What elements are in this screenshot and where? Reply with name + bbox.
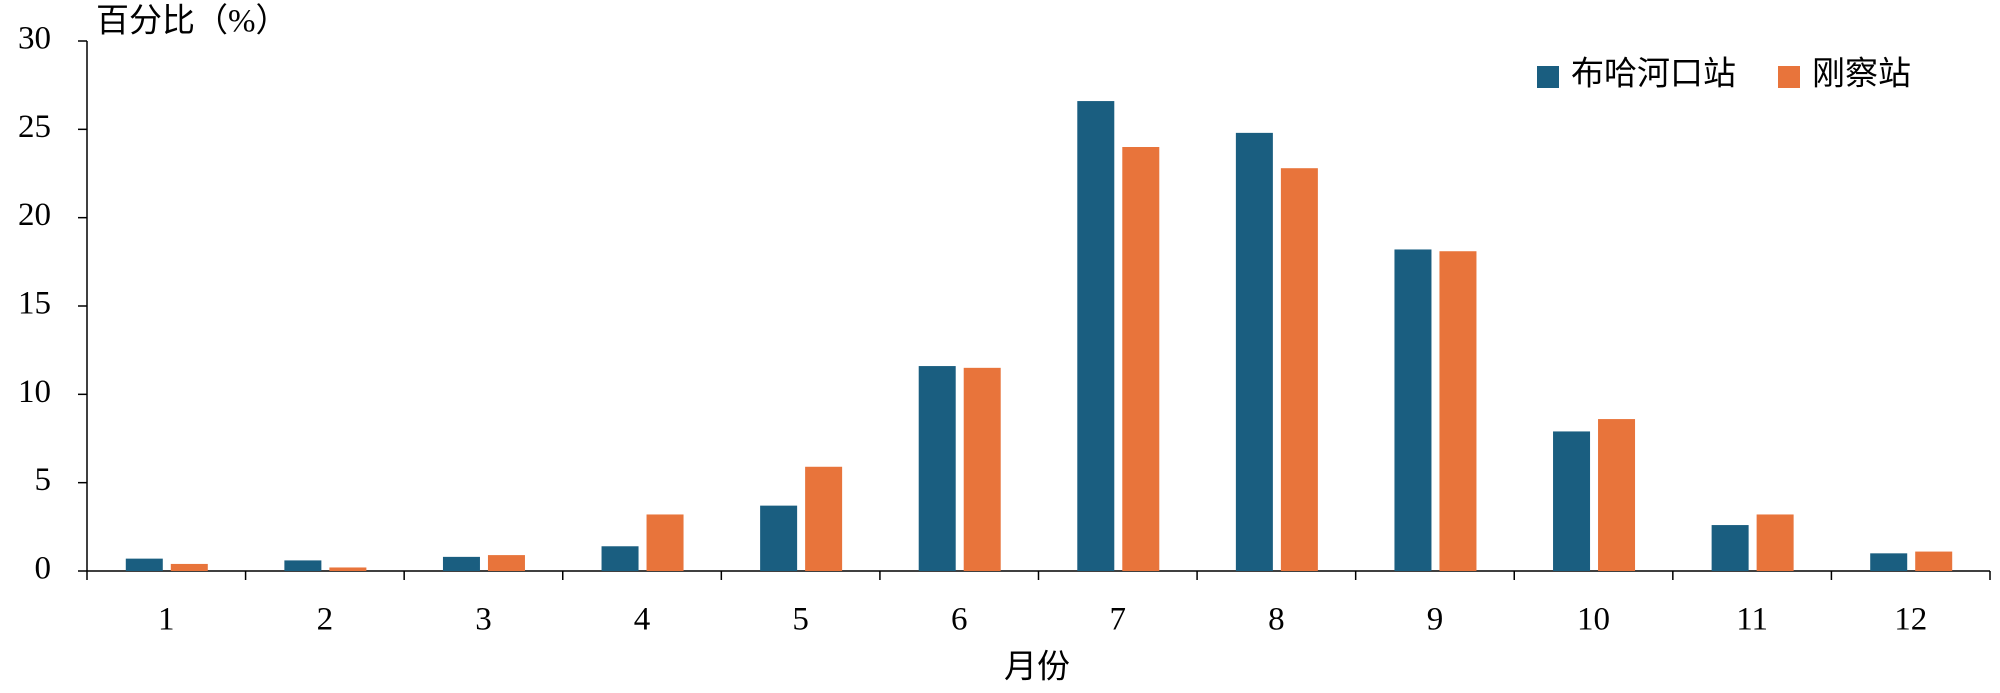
- bar: [1711, 525, 1749, 571]
- bar: [1915, 551, 1953, 571]
- bar: [442, 556, 480, 571]
- x-tick-label: 8: [1268, 602, 1285, 638]
- bar: [1077, 101, 1115, 572]
- x-tick-label: 12: [1894, 602, 1927, 638]
- bar: [1394, 249, 1432, 571]
- bar: [1553, 431, 1591, 571]
- x-tick-label: 1: [158, 602, 175, 638]
- bar: [170, 563, 208, 571]
- legend-label: 刚察站: [1812, 56, 1911, 93]
- legend-label: 布哈河口站: [1571, 56, 1736, 93]
- x-tick-label: 7: [1110, 602, 1127, 638]
- y-tick-label: 25: [18, 109, 51, 145]
- y-tick-label: 10: [18, 374, 51, 410]
- legend-swatch: [1537, 66, 1559, 88]
- bar: [1756, 514, 1794, 571]
- legend-swatch: [1778, 66, 1800, 88]
- y-tick-label: 5: [35, 462, 52, 498]
- bar: [125, 558, 163, 571]
- bar: [760, 505, 798, 571]
- bar: [601, 546, 639, 571]
- x-tick-label: 11: [1736, 602, 1768, 638]
- y-tick-label: 0: [35, 551, 52, 587]
- y-tick-label: 20: [18, 197, 51, 233]
- bar: [329, 567, 367, 571]
- bar: [1122, 147, 1160, 571]
- bar: [1235, 132, 1273, 571]
- y-axis-label: 百分比（%）: [96, 4, 289, 40]
- x-axis-label: 月份: [1004, 649, 1070, 686]
- bar: [646, 514, 684, 571]
- bar: [1280, 168, 1318, 571]
- bar: [963, 367, 1001, 571]
- x-tick-label: 4: [634, 602, 651, 638]
- x-tick-label: 2: [317, 602, 334, 638]
- x-tick-label: 6: [951, 602, 968, 638]
- bar: [284, 560, 322, 571]
- bar: [1598, 419, 1636, 571]
- bar: [918, 366, 956, 571]
- y-tick-label: 30: [18, 21, 51, 57]
- bar: [487, 555, 525, 571]
- x-tick-label: 9: [1427, 602, 1444, 638]
- x-tick-label: 10: [1577, 602, 1610, 638]
- y-tick-label: 15: [18, 286, 51, 322]
- bar: [1870, 553, 1908, 571]
- x-tick-label: 3: [475, 602, 492, 638]
- bar: [1439, 251, 1477, 571]
- x-tick-label: 5: [792, 602, 809, 638]
- bar: [805, 466, 843, 571]
